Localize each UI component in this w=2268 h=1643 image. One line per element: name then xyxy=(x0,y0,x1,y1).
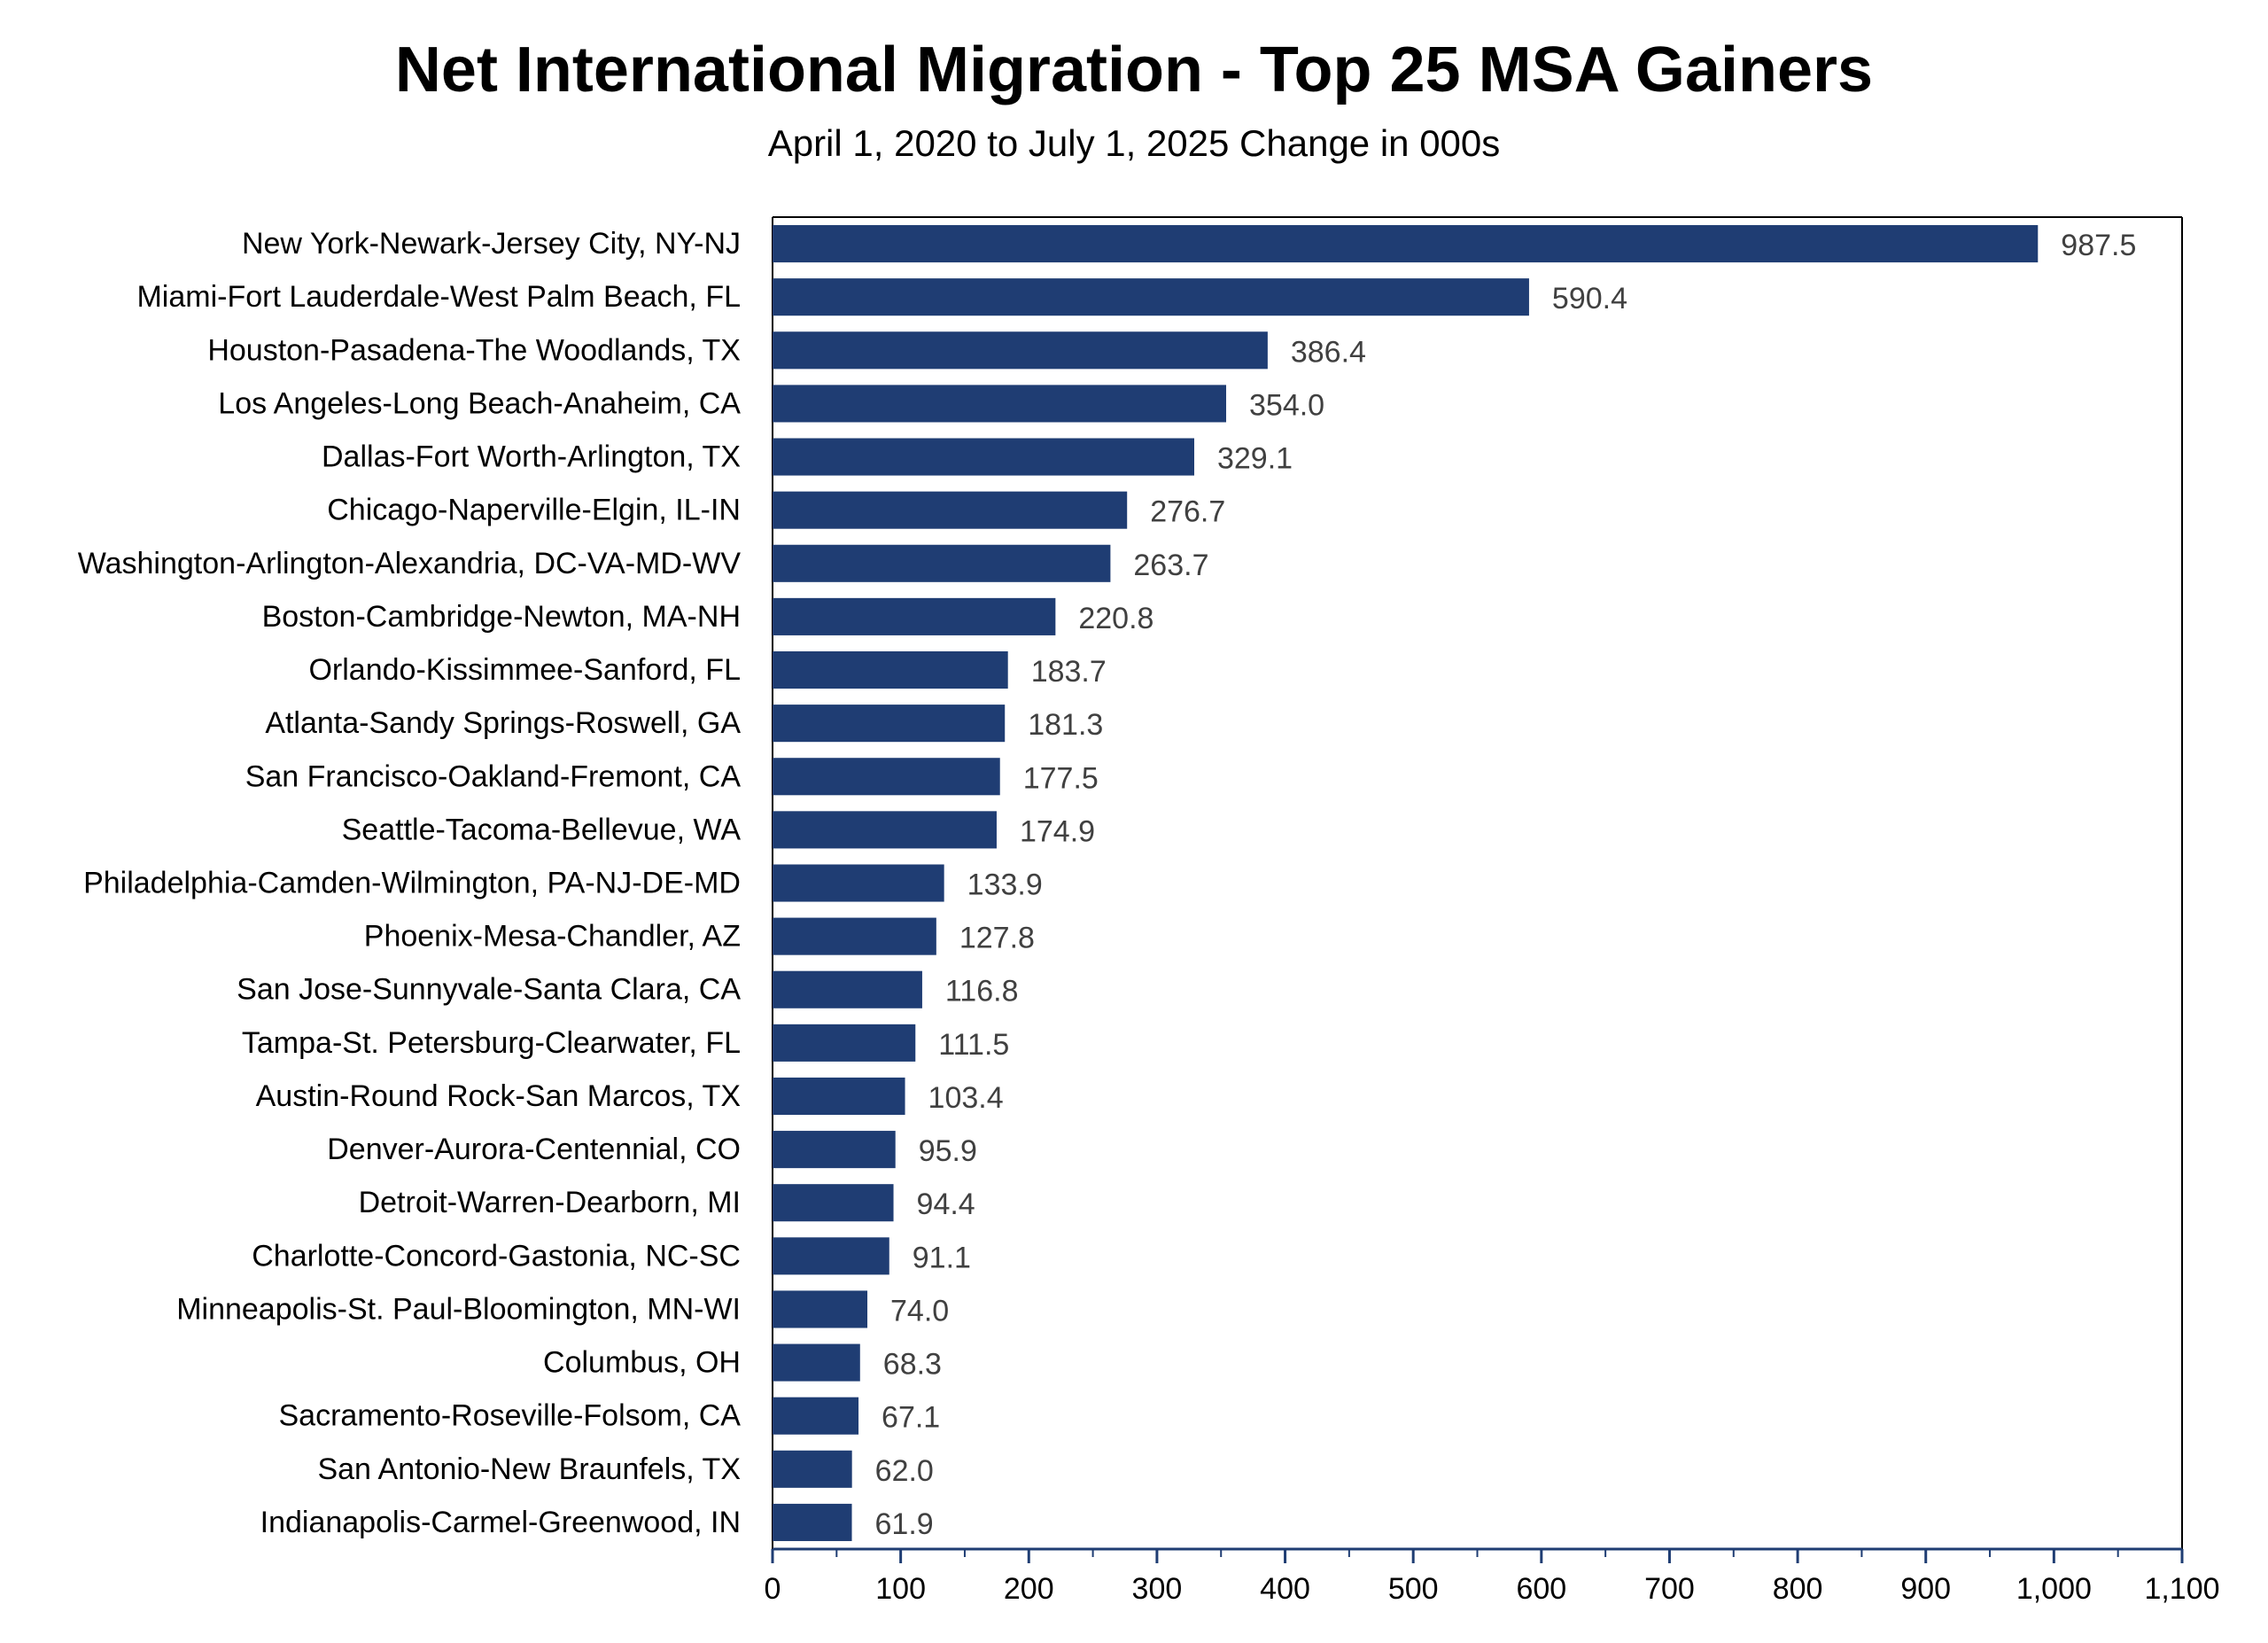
data-label: 276.7 xyxy=(1150,495,1225,529)
bar xyxy=(773,1503,852,1541)
category-label: Seattle-Tacoma-Bellevue, WA xyxy=(342,813,742,846)
data-label: 111.5 xyxy=(938,1028,1009,1062)
bar xyxy=(773,1237,889,1275)
bar xyxy=(773,544,1111,582)
bar xyxy=(773,917,936,955)
bar xyxy=(773,438,1194,476)
data-label: 354.0 xyxy=(1249,388,1324,422)
bar xyxy=(773,278,1529,316)
bars xyxy=(773,225,2039,1541)
bar xyxy=(773,758,1000,796)
data-label: 329.1 xyxy=(1217,442,1293,476)
category-label: Los Angeles-Long Beach-Anaheim, CA xyxy=(218,386,741,420)
data-label: 386.4 xyxy=(1291,335,1366,369)
x-tick-label: 500 xyxy=(1388,1572,1439,1606)
bar xyxy=(773,811,997,849)
data-label: 263.7 xyxy=(1133,549,1208,582)
data-label: 91.1 xyxy=(913,1241,971,1274)
data-label: 68.3 xyxy=(883,1348,942,1382)
data-label: 103.4 xyxy=(928,1081,1004,1115)
category-label: Dallas-Fort Worth-Arlington, TX xyxy=(322,440,741,474)
category-label: San Antonio-New Braunfels, TX xyxy=(317,1452,741,1486)
category-labels: New York-Newark-Jersey City, NY-NJ Miami-… xyxy=(78,227,742,1539)
bar xyxy=(773,1397,859,1435)
category-label: San Jose-Sunnyvale-Santa Clara, CA xyxy=(237,973,741,1007)
x-tick-label: 400 xyxy=(1260,1572,1310,1606)
bar xyxy=(773,650,1008,689)
x-tick-label: 0 xyxy=(765,1572,781,1606)
category-label: Phoenix-Mesa-Chandler, AZ xyxy=(364,920,741,954)
bar xyxy=(773,705,1006,743)
category-label: Minneapolis-St. Paul-Bloomington, MN-WI xyxy=(176,1292,741,1326)
bar xyxy=(773,864,944,902)
bar xyxy=(773,331,1268,370)
data-label: 74.0 xyxy=(890,1294,949,1328)
x-tick-label: 300 xyxy=(1132,1572,1183,1606)
bar xyxy=(773,1184,894,1222)
chart-title: Net International Migration - Top 25 MSA… xyxy=(394,35,1874,105)
bar xyxy=(773,1024,916,1062)
bar xyxy=(773,1290,868,1328)
data-label: 220.8 xyxy=(1078,602,1153,635)
bar xyxy=(773,225,2039,263)
category-label: Chicago-Naperville-Elgin, IL-IN xyxy=(327,494,741,527)
category-label: New York-Newark-Jersey City, NY-NJ xyxy=(242,227,741,261)
bar xyxy=(773,491,1128,529)
bar xyxy=(773,970,922,1008)
category-label: Sacramento-Roseville-Folsom, CA xyxy=(279,1399,742,1433)
data-label: 94.4 xyxy=(917,1187,975,1221)
category-label: Detroit-Warren-Dearborn, MI xyxy=(359,1186,741,1219)
category-label: Atlanta-Sandy Springs-Roswell, GA xyxy=(265,706,741,740)
x-tick-label: 1,000 xyxy=(2016,1572,2092,1606)
category-label: Denver-Aurora-Centennial, CO xyxy=(327,1133,741,1166)
chart-subtitle: April 1, 2020 to July 1, 2025 Change in … xyxy=(767,122,1501,164)
category-label: Houston-Pasadena-The Woodlands, TX xyxy=(207,333,741,367)
x-tick-label: 800 xyxy=(1773,1572,1823,1606)
bar xyxy=(773,1343,860,1382)
category-label: San Francisco-Oakland-Fremont, CA xyxy=(245,759,742,793)
bar xyxy=(773,1077,905,1116)
x-tick-label: 100 xyxy=(875,1572,926,1606)
data-label: 62.0 xyxy=(875,1454,934,1488)
x-tick-label: 200 xyxy=(1004,1572,1054,1606)
data-label: 95.9 xyxy=(919,1134,977,1168)
category-label: Austin-Round Rock-San Marcos, TX xyxy=(256,1079,741,1113)
x-tick-label: 1,100 xyxy=(2144,1572,2219,1606)
bar xyxy=(773,597,1056,635)
data-label: 116.8 xyxy=(945,975,1019,1008)
category-label: Orlando-Kissimmee-Sanford, FL xyxy=(308,653,741,687)
x-tick-label: 700 xyxy=(1644,1572,1695,1606)
bar xyxy=(773,385,1227,423)
category-label: Philadelphia-Camden-Wilmington, PA-NJ-DE… xyxy=(83,867,741,900)
bar xyxy=(773,1131,896,1169)
category-label: Washington-Arlington-Alexandria, DC-VA-M… xyxy=(78,547,742,580)
data-label: 183.7 xyxy=(1031,655,1107,689)
data-label: 181.3 xyxy=(1028,708,1103,742)
data-label: 590.4 xyxy=(1552,282,1627,315)
category-label: Tampa-St. Petersburg-Clearwater, FL xyxy=(242,1026,741,1060)
category-label: Columbus, OH xyxy=(543,1346,741,1380)
category-label: Indianapolis-Carmel-Greenwood, IN xyxy=(260,1506,741,1539)
data-label: 133.9 xyxy=(967,868,1043,902)
category-label: Boston-Cambridge-Newton, MA-NH xyxy=(262,600,741,634)
x-axis: 0 100 200 300 400 500 600 700 800 900 1,000 1,100 xyxy=(765,1547,2220,1606)
data-label: 174.9 xyxy=(1020,814,1095,848)
category-label: Miami-Fort Lauderdale-West Palm Beach, F… xyxy=(136,280,741,314)
value-labels: 987.5 590.4 386.4 354.0 329.1 276.7 263.7 220.8… xyxy=(875,229,2137,1541)
category-label: Charlotte-Concord-Gastonia, NC-SC xyxy=(252,1239,741,1273)
x-tick-label: 600 xyxy=(1516,1572,1566,1606)
data-label: 61.9 xyxy=(875,1507,934,1541)
data-label: 987.5 xyxy=(2061,229,2136,262)
x-tick-label: 900 xyxy=(1900,1572,1951,1606)
data-label: 177.5 xyxy=(1023,761,1099,795)
data-label: 67.1 xyxy=(882,1401,940,1435)
bar xyxy=(773,1450,852,1488)
data-label: 127.8 xyxy=(959,922,1035,955)
